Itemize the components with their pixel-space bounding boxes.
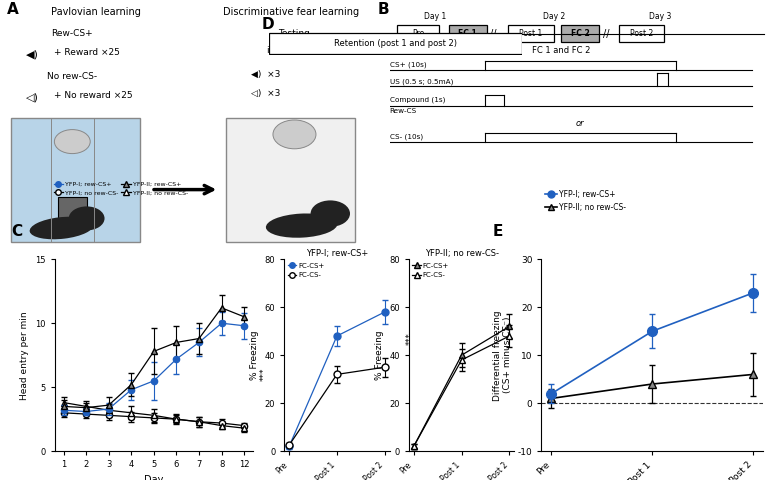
- Text: US (0.5 s; 0.5mA): US (0.5 s; 0.5mA): [390, 79, 453, 85]
- FancyBboxPatch shape: [227, 118, 355, 242]
- Bar: [619, 25, 664, 42]
- Text: ◀)  ×3: ◀) ×3: [252, 70, 281, 79]
- Circle shape: [69, 206, 104, 230]
- Ellipse shape: [30, 217, 93, 239]
- Text: ◁): ◁): [26, 93, 39, 103]
- Text: + Reward ×25: + Reward ×25: [55, 48, 120, 57]
- Title: YFP-II; no rew-CS-: YFP-II; no rew-CS-: [425, 250, 499, 258]
- Text: Pre: Pre: [412, 29, 425, 38]
- Circle shape: [311, 201, 350, 227]
- Text: Day 2: Day 2: [542, 12, 565, 21]
- Y-axis label: Head entry per min: Head entry per min: [20, 311, 30, 399]
- Bar: [449, 25, 487, 42]
- Y-axis label: % Freezing: % Freezing: [250, 330, 259, 380]
- FancyBboxPatch shape: [12, 118, 140, 242]
- Text: Testing: Testing: [279, 29, 310, 38]
- Text: E: E: [492, 224, 503, 239]
- Title: YFP-I; rew-CS+: YFP-I; rew-CS+: [306, 250, 368, 258]
- Circle shape: [273, 120, 316, 149]
- Bar: [58, 197, 86, 221]
- Text: ***: ***: [406, 332, 415, 345]
- Text: Post 1: Post 1: [519, 29, 542, 38]
- Y-axis label: Differential freezing
(CS+ minus CS⁻): Differential freezing (CS+ minus CS⁻): [492, 310, 512, 400]
- Bar: [561, 25, 600, 42]
- Text: Post 2: Post 2: [629, 29, 653, 38]
- Text: or: or: [576, 119, 585, 128]
- Text: Pavlovian learning: Pavlovian learning: [51, 7, 141, 17]
- Text: Rew-CS: Rew-CS: [390, 108, 417, 114]
- Text: FC 2: FC 2: [571, 29, 590, 38]
- Text: in context A: in context A: [267, 46, 322, 55]
- Text: ◁)  ×3: ◁) ×3: [252, 89, 281, 98]
- Text: A: A: [7, 2, 19, 17]
- Legend: FC-CS+, FC-CS-: FC-CS+, FC-CS-: [287, 263, 325, 278]
- Bar: [397, 25, 439, 42]
- Legend: YFP-I; rew-CS+, YFP-II; no rew-CS-: YFP-I; rew-CS+, YFP-II; no rew-CS-: [545, 190, 626, 212]
- Legend: FC-CS+, FC-CS-: FC-CS+, FC-CS-: [412, 263, 449, 278]
- Text: D: D: [262, 17, 274, 32]
- Text: FC 1: FC 1: [458, 29, 477, 38]
- Text: Compound (1s): Compound (1s): [390, 96, 445, 103]
- Legend: YFP-I; rew-CS+, YFP-I; no rew-CS-, YFP-II; rew-CS+, YFP-II; no rew-CS-: YFP-I; rew-CS+, YFP-I; no rew-CS-, YFP-I…: [54, 182, 188, 195]
- Text: Day 3: Day 3: [650, 12, 671, 21]
- Text: //: //: [603, 29, 609, 38]
- Text: CS+ (10s): CS+ (10s): [390, 62, 426, 69]
- Circle shape: [55, 130, 90, 154]
- Text: Retention (post 1 and post 2): Retention (post 1 and post 2): [334, 39, 456, 48]
- Y-axis label: % Freezing: % Freezing: [375, 330, 384, 380]
- Text: ***: ***: [260, 368, 269, 381]
- Text: CS- (10s): CS- (10s): [390, 134, 423, 141]
- Text: FC 1 and FC 2: FC 1 and FC 2: [532, 46, 590, 55]
- Bar: [508, 25, 554, 42]
- Text: C: C: [11, 224, 22, 239]
- Text: B: B: [378, 2, 390, 17]
- X-axis label: Day: Day: [144, 475, 164, 480]
- Text: //: //: [491, 29, 497, 38]
- Text: No rew-CS-: No rew-CS-: [48, 72, 97, 81]
- Text: Discriminative fear learning: Discriminative fear learning: [223, 7, 359, 17]
- Text: Day 1: Day 1: [425, 12, 446, 21]
- Ellipse shape: [266, 214, 337, 238]
- Text: Rew-CS+: Rew-CS+: [51, 29, 93, 38]
- Text: + No reward ×25: + No reward ×25: [55, 91, 133, 100]
- Text: ◀): ◀): [26, 49, 39, 60]
